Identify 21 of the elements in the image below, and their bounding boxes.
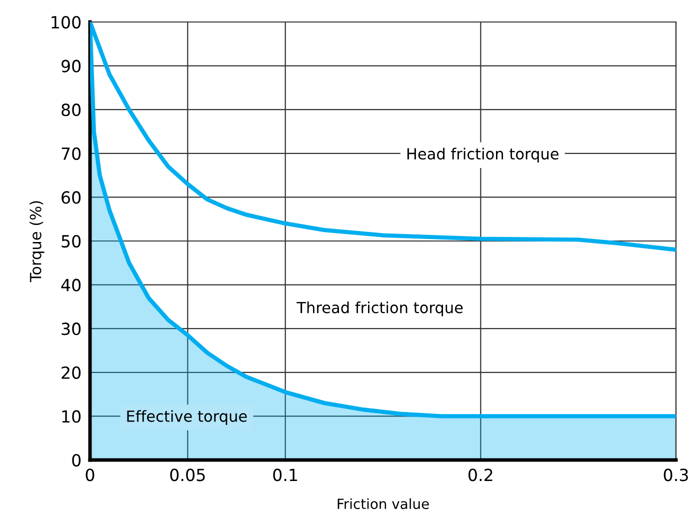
y-axis-title: Torque (%) [30,201,44,282]
x-tick-label: 0.2 [468,468,492,482]
annotation: Thread friction torque [296,301,463,316]
y-tick-label: 90 [62,60,81,72]
y-tick-label: 0 [72,454,81,467]
x-tick-label: 0.05 [170,468,205,482]
y-tick-label: 100 [52,16,81,29]
y-tick-label: 40 [61,278,81,292]
x-axis-title: Friction value [338,498,429,510]
x-tick-label: 0.3 [664,468,688,482]
y-tick-label: 60 [62,191,81,204]
y-tick-label: 10 [62,410,81,423]
y-tick-label: 70 [62,147,81,160]
annotation: Effective torque [127,410,247,425]
y-tick-label: 50 [62,234,81,248]
x-tick-label: 0.1 [273,468,298,482]
annotation: Head friction torque [407,148,558,163]
y-tick-label: 30 [62,322,81,336]
y-tick-label: 20 [62,366,81,379]
x-tick-label: 0 [86,468,94,482]
y-tick-label: 80 [62,104,81,116]
